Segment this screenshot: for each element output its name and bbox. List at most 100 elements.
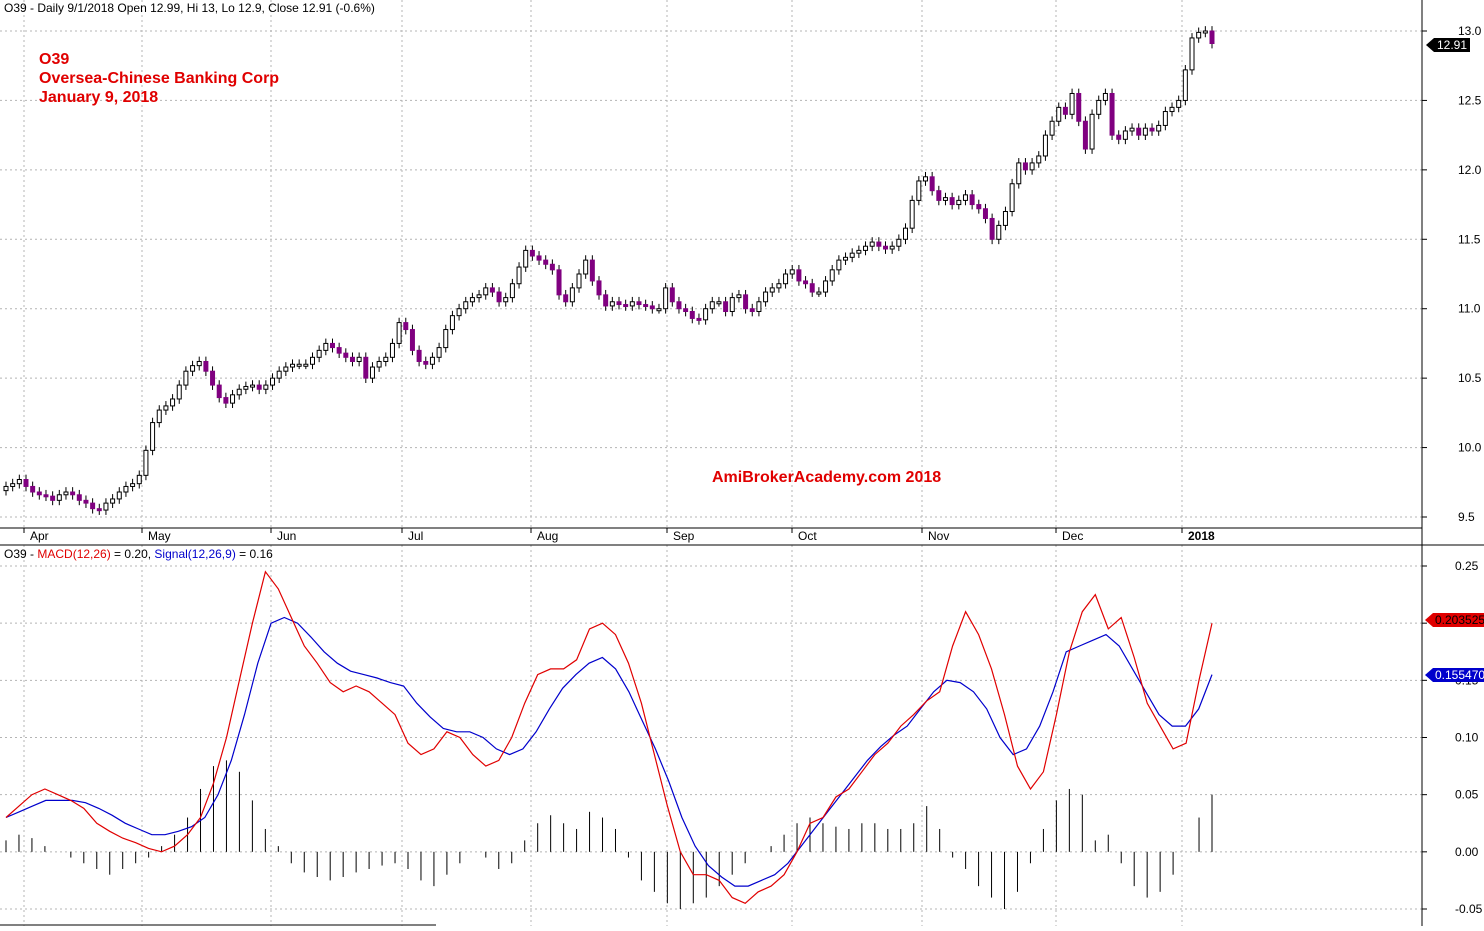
x-tick-label-9: 2018	[1188, 529, 1215, 543]
candle-67	[449, 310, 455, 335]
candle-body-107	[716, 301, 722, 305]
candle-76	[509, 278, 515, 303]
candle-body-89	[596, 280, 602, 296]
candle-body-71	[476, 294, 482, 299]
candle-body-124	[829, 269, 835, 282]
candle-77	[516, 262, 522, 289]
candle-body-90	[603, 294, 609, 307]
candle-body-117	[783, 273, 789, 285]
candle-body-137	[916, 180, 922, 201]
candle-body-142	[949, 197, 955, 206]
candle-1	[10, 478, 16, 492]
candle-53	[356, 352, 362, 367]
price-panel-title: O39 - Daily 9/1/2018 Open 12.99, Hi 13, …	[4, 1, 375, 15]
candle-28	[190, 360, 196, 377]
candle-body-91	[609, 301, 615, 307]
candle-body-115	[769, 287, 775, 293]
candle-32	[216, 380, 222, 403]
candle-body-123	[823, 280, 829, 293]
candle-body-45	[303, 363, 309, 367]
macd-tick-label-6: -0.05	[1455, 902, 1483, 916]
candle-64	[429, 352, 435, 370]
candle-123	[823, 276, 829, 297]
candle-36	[243, 381, 249, 395]
candle-45	[303, 359, 309, 370]
candle-body-133	[889, 245, 895, 250]
candle-body-149	[996, 224, 1002, 240]
candle-body-58	[389, 342, 395, 358]
candle-49	[329, 338, 335, 353]
candle-body-41	[276, 370, 282, 379]
candle-body-172	[1149, 127, 1155, 132]
candle-body-139	[929, 176, 935, 192]
candle-body-24	[163, 405, 169, 411]
candle-body-154	[1029, 162, 1035, 171]
candle-body-140	[936, 190, 942, 201]
candle-119	[796, 264, 802, 286]
candle-142	[949, 192, 955, 210]
candle-66	[443, 324, 449, 353]
candle-body-23	[156, 409, 162, 424]
candle-134	[896, 234, 902, 252]
candle-body-129	[863, 245, 869, 251]
candle-50	[336, 342, 342, 359]
candle-117	[783, 269, 789, 289]
candle-body-83	[556, 269, 562, 296]
candle-84	[563, 289, 569, 307]
last-price-tag-text: 12.91	[1437, 38, 1467, 52]
candle-121	[809, 278, 815, 297]
candle-18	[123, 481, 129, 497]
candle-140	[936, 185, 942, 206]
price-tick-label-3: 11.5	[1458, 232, 1481, 246]
candle-24	[163, 401, 169, 415]
candle-63	[423, 356, 429, 370]
candle-body-156	[1042, 134, 1048, 157]
candle-body-148	[989, 217, 995, 240]
candle-38	[256, 380, 262, 395]
candle-body-56	[376, 360, 382, 368]
candle-29	[196, 356, 202, 371]
candle-body-1	[10, 483, 16, 487]
candle-144	[962, 189, 968, 206]
candle-165	[1102, 88, 1108, 106]
signal-line	[5, 616, 1213, 887]
candle-body-175	[1169, 106, 1175, 113]
candle-body-52	[349, 356, 355, 362]
candle-body-113	[756, 301, 762, 312]
candle-126	[843, 252, 849, 265]
candle-93	[623, 299, 629, 311]
candle-body-105	[703, 308, 709, 321]
candle-body-111	[743, 294, 749, 310]
candle-139	[929, 171, 935, 196]
candle-170	[1136, 123, 1142, 141]
candle-153	[1022, 158, 1028, 175]
candle-body-74	[496, 291, 502, 303]
candle-body-158	[1056, 106, 1062, 122]
candle-55	[369, 362, 375, 384]
candle-body-147	[982, 208, 988, 219]
macd-tick-label-0: 0.25	[1455, 559, 1479, 573]
candle-body-61	[409, 329, 415, 351]
candle-body-15	[103, 502, 109, 511]
macd-tick-label-4: 0.05	[1455, 788, 1479, 802]
candle-118	[789, 264, 795, 279]
candle-body-141	[942, 197, 948, 201]
candle-body-54	[363, 356, 369, 379]
candle-body-178	[1189, 37, 1195, 71]
candle-20	[136, 470, 142, 489]
x-tick-label-7: Nov	[928, 529, 949, 543]
candle-133	[889, 241, 895, 254]
candle-9	[63, 487, 69, 500]
candle-body-40	[270, 377, 276, 386]
candle-122	[816, 287, 822, 297]
candle-body-37	[250, 384, 256, 388]
candle-body-57	[383, 356, 389, 362]
candle-body-7	[50, 495, 56, 501]
candle-body-116	[776, 283, 782, 289]
candle-body-164	[1096, 99, 1102, 115]
candle-109	[729, 292, 735, 317]
candle-85	[569, 283, 575, 307]
candle-body-80	[536, 255, 542, 261]
candle-body-143	[956, 199, 962, 206]
